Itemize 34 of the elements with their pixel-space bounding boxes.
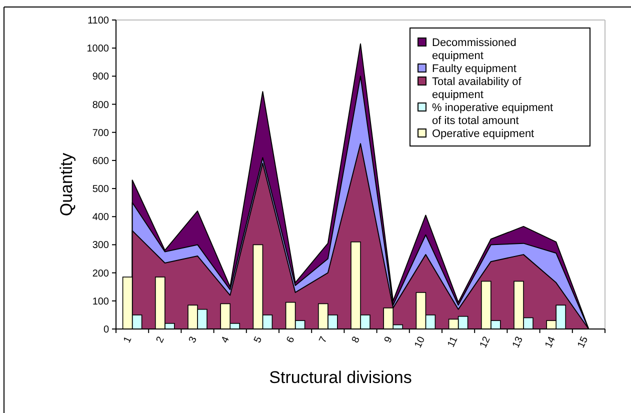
x-tick-label: 12 xyxy=(478,334,493,350)
y-tick-label: 200 xyxy=(92,268,110,280)
x-tick-label: 7 xyxy=(317,334,330,345)
legend-label: Operative equipment xyxy=(432,128,534,140)
x-tick-label: 1 xyxy=(122,334,134,345)
x-tick-label: 2 xyxy=(154,334,167,345)
x-tick-label: 6 xyxy=(284,334,298,345)
y-tick-label: 400 xyxy=(92,212,110,224)
x-tick-label: 14 xyxy=(543,334,558,350)
y-tick-label: 800 xyxy=(92,100,110,111)
y-tick-label: 0 xyxy=(103,324,110,336)
x-tick-label: 3 xyxy=(187,334,200,345)
x-tick-label: 9 xyxy=(382,334,396,345)
y-tick-label: 100 xyxy=(92,296,110,308)
x-tick-label: 10 xyxy=(412,334,428,350)
legend-label: Faulty equipment xyxy=(432,63,516,75)
x-tick-label: 8 xyxy=(350,334,363,345)
y-tick-label: 900 xyxy=(92,72,110,83)
y-tick-label: 700 xyxy=(92,128,110,139)
y-tick-label: 500 xyxy=(92,184,110,196)
y-tick-label: 600 xyxy=(92,156,110,167)
y-axis-title: Quantity xyxy=(57,152,76,216)
x-tick-label: 5 xyxy=(252,334,265,345)
x-tick-label: 13 xyxy=(510,334,526,350)
y-tick-label: 1000 xyxy=(86,44,110,55)
legend-label: Decommissioned equipment xyxy=(432,37,516,62)
x-axis-title: Structural divisions xyxy=(269,368,412,387)
x-tick-label: 4 xyxy=(220,334,232,345)
legend-label: Total availability of equipment xyxy=(432,76,522,101)
y-tick-label: 1100 xyxy=(87,16,110,26)
x-tick-label: 11 xyxy=(446,334,460,350)
x-tick-label: 15 xyxy=(576,334,591,350)
legend-label: % inoperative equipment of its total amount xyxy=(432,102,554,127)
y-tick-label: 300 xyxy=(92,240,110,252)
